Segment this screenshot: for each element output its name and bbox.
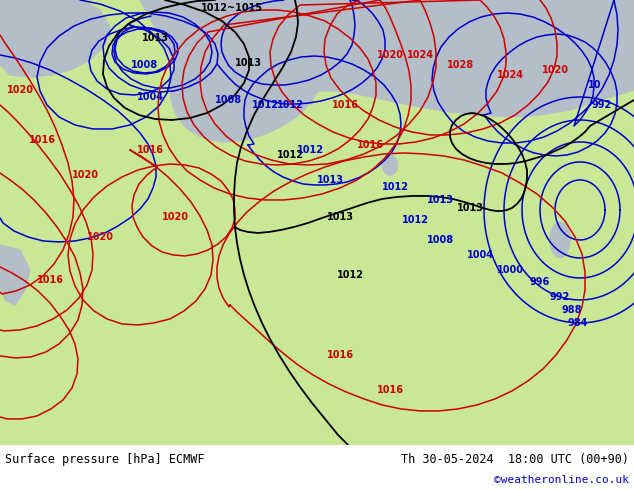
Text: 992: 992 [550, 292, 570, 302]
Text: 1013: 1013 [427, 195, 453, 205]
Text: 988: 988 [562, 305, 582, 315]
Text: 1012: 1012 [401, 215, 429, 225]
Polygon shape [0, 245, 30, 305]
Text: 1016: 1016 [29, 135, 56, 145]
Text: 10: 10 [588, 80, 602, 90]
Ellipse shape [382, 155, 398, 175]
Text: 1013: 1013 [316, 175, 344, 185]
Ellipse shape [550, 222, 570, 257]
Text: 1000: 1000 [496, 265, 524, 275]
Text: 1028: 1028 [446, 60, 474, 70]
Text: 1020: 1020 [86, 232, 113, 242]
Text: 1020: 1020 [162, 212, 188, 222]
Text: 1008: 1008 [427, 235, 453, 245]
Text: 1020: 1020 [377, 50, 403, 60]
Text: 1024: 1024 [406, 50, 434, 60]
Text: 1013: 1013 [327, 212, 354, 222]
Text: 1012: 1012 [337, 270, 363, 280]
Text: 1016: 1016 [327, 350, 354, 360]
Polygon shape [308, 0, 634, 117]
Text: 1020: 1020 [72, 170, 98, 180]
Text: 1012: 1012 [276, 100, 304, 110]
Text: 1013: 1013 [141, 33, 169, 43]
Polygon shape [0, 0, 110, 77]
Text: 1012~1015: 1012~1015 [201, 3, 263, 13]
Text: 1004: 1004 [467, 250, 493, 260]
Text: 1020: 1020 [6, 85, 34, 95]
Text: 1012: 1012 [252, 100, 278, 110]
Text: ©weatheronline.co.uk: ©weatheronline.co.uk [494, 475, 629, 485]
Text: 1008: 1008 [131, 60, 158, 70]
Text: 1012: 1012 [382, 182, 408, 192]
Text: 1013: 1013 [235, 58, 261, 68]
Text: 1012: 1012 [276, 150, 304, 160]
Text: Th 30-05-2024  18:00 UTC (00+90): Th 30-05-2024 18:00 UTC (00+90) [401, 453, 629, 466]
Text: 1016: 1016 [332, 100, 358, 110]
Text: 1008: 1008 [214, 95, 242, 105]
Text: 984: 984 [568, 318, 588, 328]
Text: 1016: 1016 [377, 385, 403, 395]
Text: 1016: 1016 [136, 145, 164, 155]
Text: 1024: 1024 [496, 70, 524, 80]
Text: 1020: 1020 [541, 65, 569, 75]
Text: 1016: 1016 [37, 275, 63, 285]
Text: 996: 996 [530, 277, 550, 287]
Text: 1004: 1004 [136, 92, 164, 102]
Text: 992: 992 [592, 100, 612, 110]
Text: 1013: 1013 [456, 203, 484, 213]
Text: 1012: 1012 [297, 145, 323, 155]
Polygon shape [140, 0, 320, 142]
Text: 1016: 1016 [356, 140, 384, 150]
Text: Surface pressure [hPa] ECMWF: Surface pressure [hPa] ECMWF [5, 453, 205, 466]
